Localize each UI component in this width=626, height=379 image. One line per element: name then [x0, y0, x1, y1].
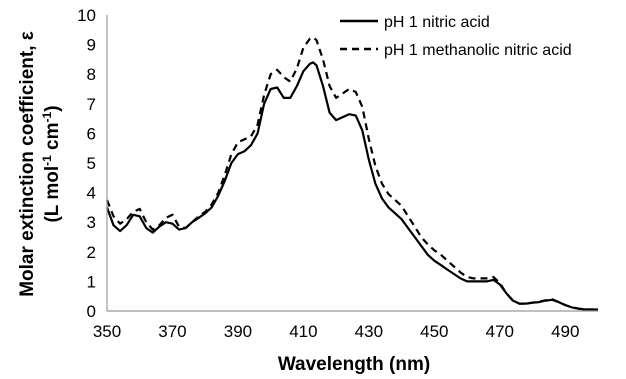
y-tick-label: 9 — [87, 36, 96, 55]
y-tick-label: 10 — [77, 6, 96, 25]
y-axis-unit-text: ) — [42, 105, 63, 111]
legend: pH 1 nitric acid pH 1 methanolic nitric … — [340, 14, 572, 59]
y-tick-label: 8 — [87, 65, 96, 84]
y-tick-label: 2 — [87, 243, 96, 262]
x-tick-label: 450 — [420, 322, 448, 341]
y-axis-unit-sup: -1 — [40, 155, 54, 166]
y-tick-label: 4 — [87, 184, 96, 203]
axes — [106, 15, 598, 312]
legend-label-nitric-acid: pH 1 nitric acid — [384, 14, 490, 31]
y-tick-label: 0 — [87, 302, 96, 321]
x-tick-label: 390 — [224, 322, 252, 341]
series-line-nitric-acid — [105, 61, 598, 311]
x-tick-label: 470 — [486, 322, 514, 341]
y-axis-unit-text: (L mol — [42, 166, 63, 223]
x-axis-title: Wavelength (nm) — [278, 354, 430, 375]
x-tick-label: 370 — [158, 322, 186, 341]
y-axis-title-line1: Molar extinction coefficient, ε — [17, 31, 38, 297]
y-tick-label: 6 — [87, 124, 96, 143]
y-tick-label: 7 — [87, 95, 96, 114]
legend-label-methanolic-nitric-acid: pH 1 methanolic nitric acid — [384, 42, 572, 59]
y-axis-unit-text: cm — [42, 122, 63, 155]
series-line-methanolic-nitric-acid — [105, 36, 598, 311]
y-tick-label: 5 — [87, 154, 96, 173]
x-tick-label: 490 — [551, 322, 579, 341]
x-tick-label: 410 — [289, 322, 317, 341]
x-tick-label: 430 — [355, 322, 383, 341]
y-axis-unit-sup: -1 — [40, 111, 54, 122]
y-tick-label: 3 — [87, 213, 96, 232]
tick-labels: 0 1 2 3 4 5 6 7 8 9 10 350 370 390 410 430 450 470 490 — [77, 6, 579, 341]
x-tick-label: 350 — [93, 322, 121, 341]
y-tick-label: 1 — [87, 272, 96, 291]
plot-area — [105, 36, 598, 311]
y-axis-title-line2: (L mol-1 cm-1) — [40, 105, 63, 222]
